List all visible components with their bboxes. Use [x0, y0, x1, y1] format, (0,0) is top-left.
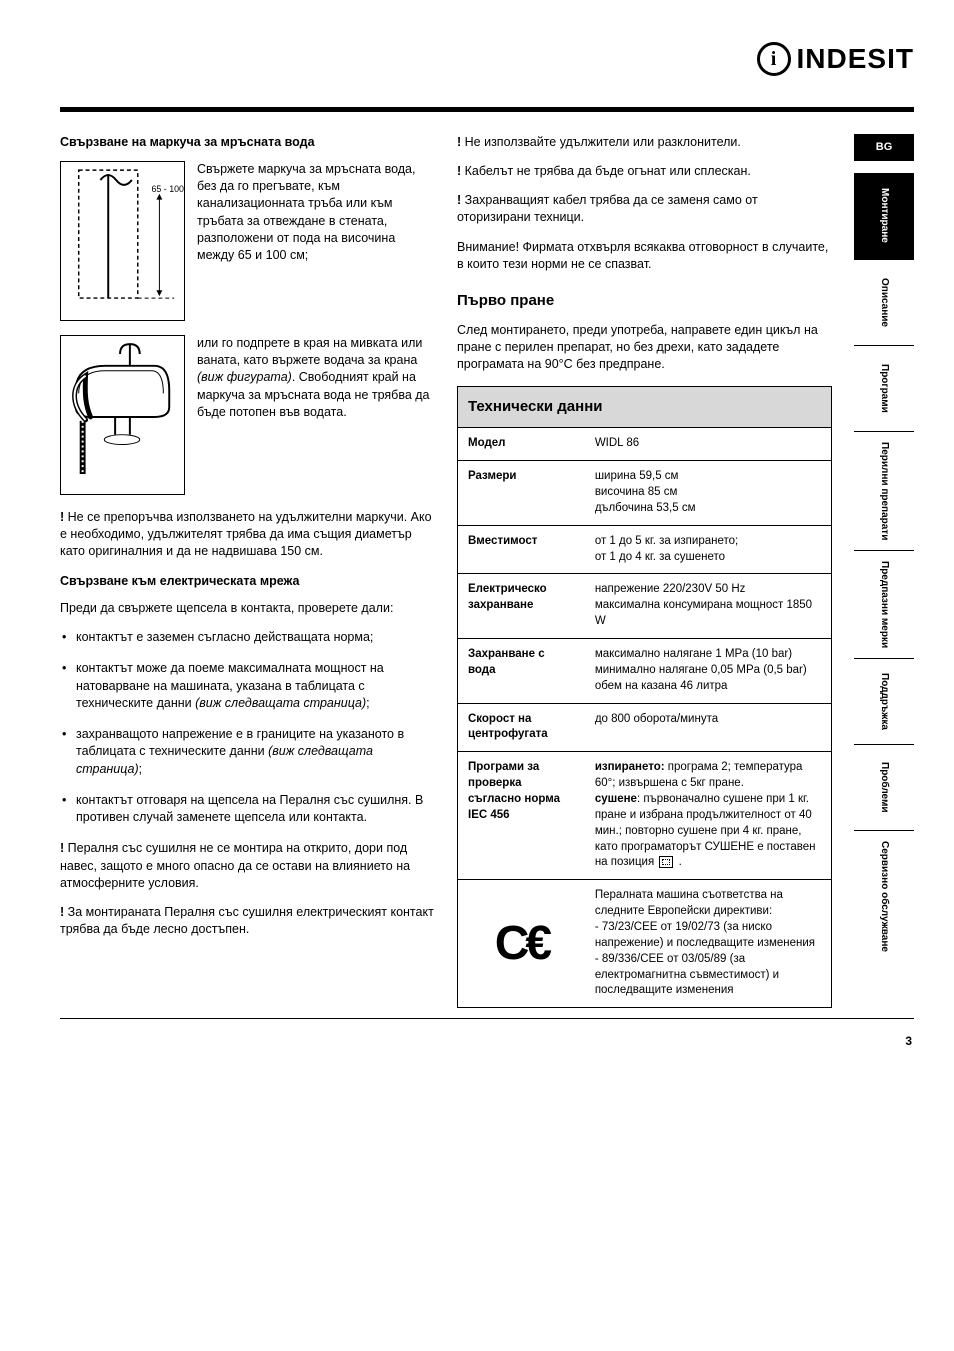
- table-row: Размериширина 59,5 смвисочина 85 смдълбо…: [458, 461, 831, 526]
- list-item: контактът отговаря на щепсела на Пералня…: [60, 792, 435, 827]
- heading-electrical: Свързване към електрическата мрежа: [60, 573, 435, 590]
- sidebar-tab[interactable]: Перилни препарати: [854, 431, 914, 550]
- ce-mark-icon: C€: [495, 917, 548, 970]
- drain-paragraph-1: Свържете маркуча за мръсната вода, без д…: [197, 161, 435, 309]
- sidebar-tab[interactable]: Сервизно обслужване: [854, 830, 914, 962]
- figure-drain-sink: [60, 335, 185, 495]
- top-rule: [60, 107, 914, 112]
- tech-table-title: Технически данни: [458, 387, 831, 429]
- sidebar-tab[interactable]: Монтиране: [854, 173, 914, 259]
- warn-cable-bent: Кабелът не трябва да бъде огънат или спл…: [457, 163, 832, 180]
- sidebar-tab[interactable]: Описание: [854, 259, 914, 345]
- logo-text: INDESIT: [797, 40, 914, 79]
- drain-paragraph-2: или го подпрете в края на мивката или ва…: [197, 335, 435, 483]
- table-row: Електрическо захранваненапрежение 220/23…: [458, 574, 831, 639]
- figure-drain-wall: 65 - 100 cm: [60, 161, 185, 321]
- language-badge: BG: [854, 134, 914, 161]
- warn-outdoor: Пералня със сушилня не се монтира на отк…: [60, 840, 435, 892]
- list-item: контактът може да поеме максималната мощ…: [60, 660, 435, 712]
- logo-glyph: i: [757, 42, 791, 76]
- attention-liability: Внимание! Фирмата отхвърля всякаква отго…: [457, 239, 832, 274]
- right-column: Не използвайте удължители или разклоните…: [457, 134, 832, 1009]
- section-tabs: BG МонтиранеОписаниеПрограмиПерилни преп…: [854, 134, 914, 1009]
- warn-extension-hose: Не се препоръчва използването на удължит…: [60, 509, 435, 561]
- electrical-checklist: контактът е заземен съгласно действащата…: [60, 629, 435, 826]
- left-column: Свързване на маркуча за мръсната вода 65…: [60, 134, 435, 1009]
- electrical-intro: Преди да свържете щепсела в контакта, пр…: [60, 600, 435, 617]
- sidebar-tab[interactable]: Проблеми: [854, 744, 914, 830]
- list-item: контактът е заземен съгласно действащата…: [60, 629, 435, 646]
- warn-cable-replace: Захранващият кабел трябва да се заменя с…: [457, 192, 832, 227]
- table-row: МоделWIDL 86: [458, 428, 831, 460]
- warn-socket-access: За монтираната Пералня със сушилня елект…: [60, 904, 435, 939]
- heading-drain-hose: Свързване на маркуча за мръсната вода: [60, 134, 435, 151]
- first-wash-text: След монтирането, преди употреба, направ…: [457, 322, 832, 374]
- table-row: C€Пералната машина съответства на следни…: [458, 880, 831, 1008]
- heading-first-wash: Първо пране: [457, 291, 832, 312]
- table-row: Програми за проверка съгласно норма IEC …: [458, 752, 831, 880]
- sidebar-tab[interactable]: Предпазни мерки: [854, 550, 914, 658]
- brand-logo: i INDESIT: [60, 40, 914, 79]
- sidebar-tab[interactable]: Програми: [854, 345, 914, 431]
- page-number: 3: [60, 1033, 914, 1050]
- dry-program-icon: [659, 856, 673, 868]
- warn-no-extensions: Не използвайте удължители или разклоните…: [457, 134, 832, 151]
- table-row: Захранване с водамаксимално налягане 1 М…: [458, 638, 831, 703]
- table-row: Скорост на центрофугатадо 800 оборота/ми…: [458, 703, 831, 752]
- bottom-rule: [60, 1018, 914, 1019]
- svg-text:65 - 100 cm: 65 - 100 cm: [152, 184, 184, 194]
- sidebar-tab[interactable]: Поддръжка: [854, 658, 914, 744]
- technical-data-table: Технически данни МоделWIDL 86Размеришири…: [457, 386, 832, 1009]
- table-row: Вместимостот 1 до 5 кг. за изпирането;от…: [458, 525, 831, 574]
- list-item: захранващото напрежение е в границите на…: [60, 726, 435, 778]
